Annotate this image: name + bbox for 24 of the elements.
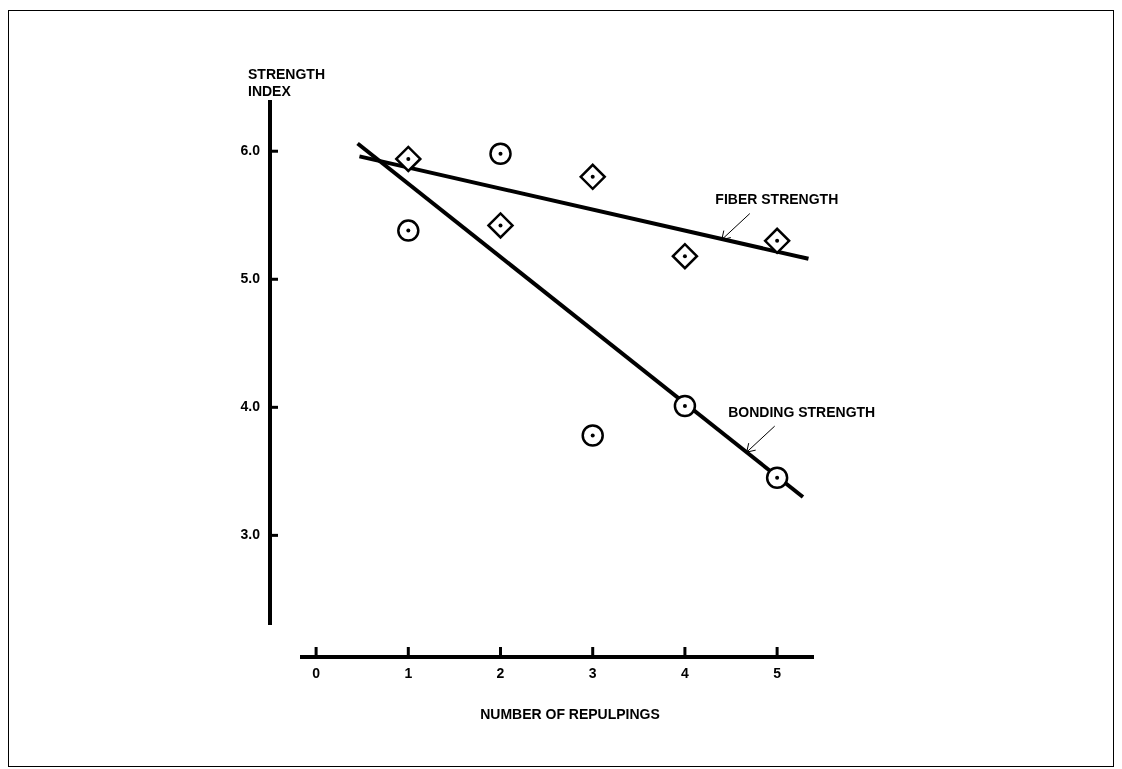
annotation: FIBER STRENGTH (715, 191, 839, 208)
point (489, 142, 512, 166)
point (397, 219, 420, 242)
point (395, 145, 422, 173)
x-tick-label: 0 (312, 664, 321, 681)
y-tick-label: 6.0 (240, 142, 261, 159)
point (487, 212, 514, 239)
x-axis-title: NUMBER OF REPULPINGS (479, 706, 661, 722)
point (765, 466, 789, 489)
x-tick-label: 5 (773, 664, 782, 681)
annotation: BONDING STRENGTH (728, 403, 876, 420)
x-tick-label: 1 (404, 664, 413, 681)
point (673, 394, 697, 418)
y-axis-title: STRENGTH INDEX (248, 66, 326, 100)
x-tick-label: 3 (588, 664, 597, 681)
y-tick-label: 4.0 (240, 398, 261, 415)
point (763, 227, 791, 255)
x-tick-label: 2 (496, 664, 505, 681)
y-tick-label: 3.0 (240, 526, 261, 543)
x-tick-label: 4 (681, 664, 690, 681)
point (579, 163, 606, 191)
y-tick-label: 5.0 (240, 270, 261, 287)
point (671, 242, 699, 270)
point (581, 424, 604, 447)
